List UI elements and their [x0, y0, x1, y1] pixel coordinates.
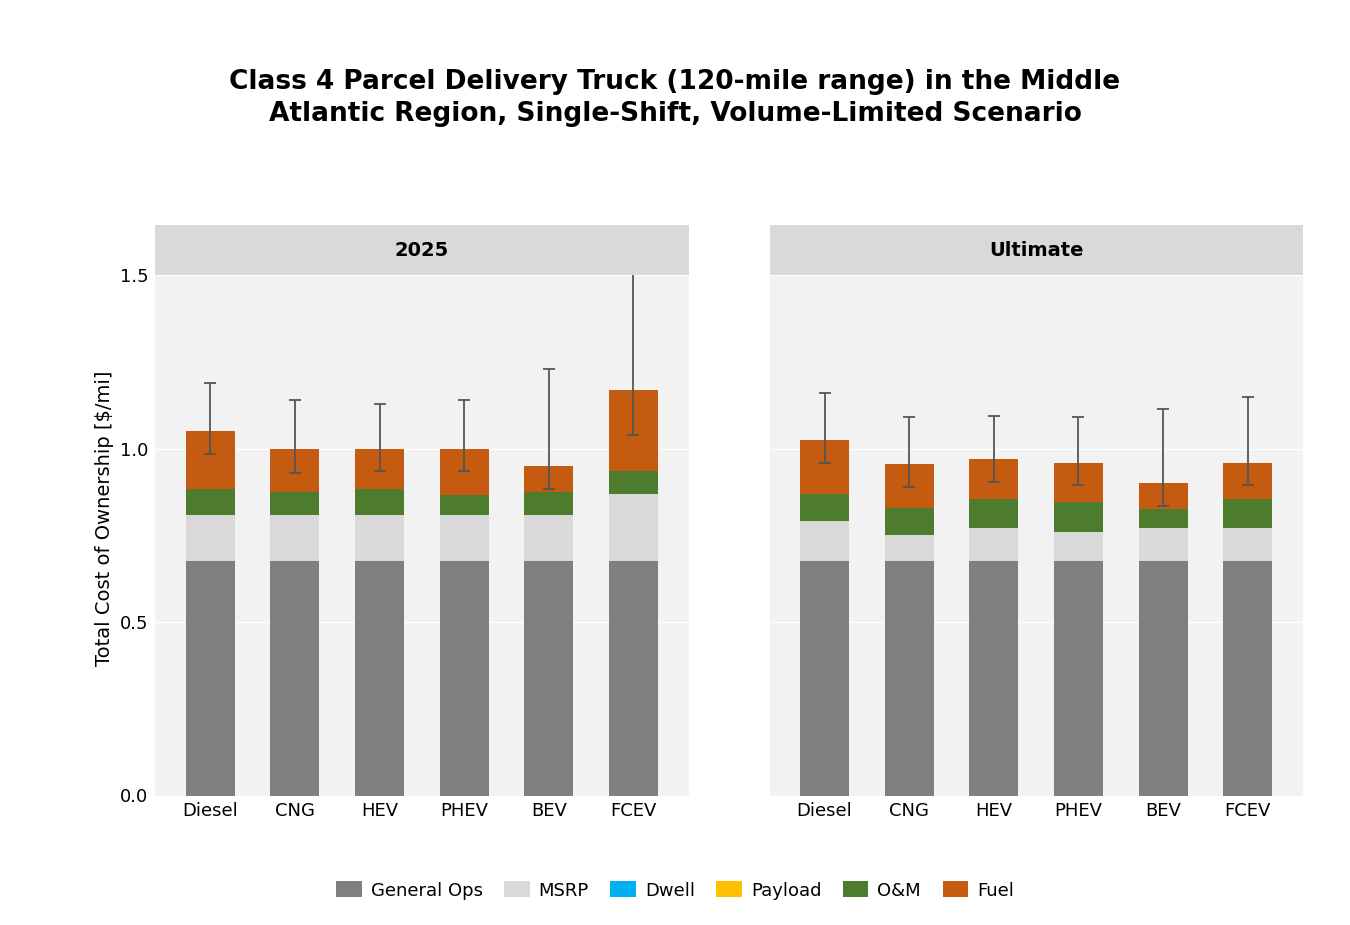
Bar	[1054, 561, 1103, 796]
Bar	[155, 225, 688, 276]
Bar	[355, 561, 404, 796]
Y-axis label: Total Cost of Ownership [$/mi]: Total Cost of Ownership [$/mi]	[95, 370, 115, 666]
Bar	[1138, 483, 1188, 510]
Text: Class 4 Parcel Delivery Truck (120-mile range) in the Middle
Atlantic Region, Si: Class 4 Parcel Delivery Truck (120-mile …	[230, 69, 1120, 128]
Bar	[1223, 561, 1272, 796]
Bar	[1138, 528, 1188, 561]
Bar	[609, 471, 657, 494]
Bar	[440, 496, 489, 514]
Bar	[524, 492, 574, 514]
Bar	[769, 225, 1303, 276]
Text: Ultimate: Ultimate	[988, 240, 1083, 260]
Bar	[186, 488, 235, 514]
Legend: General Ops, MSRP, Dwell, Payload, O&M, Fuel: General Ops, MSRP, Dwell, Payload, O&M, …	[329, 874, 1021, 906]
Bar	[884, 508, 934, 536]
Bar	[801, 494, 849, 522]
Bar	[609, 389, 657, 471]
Bar	[801, 561, 849, 796]
Bar	[1054, 502, 1103, 532]
Bar	[884, 561, 934, 796]
Bar	[355, 514, 404, 561]
Bar	[609, 561, 657, 796]
Bar	[355, 449, 404, 488]
Text: 2025: 2025	[394, 240, 450, 260]
Bar	[270, 492, 320, 514]
Bar	[186, 514, 235, 561]
Bar	[355, 488, 404, 514]
Bar	[524, 514, 574, 561]
Bar	[801, 522, 849, 561]
Bar	[1054, 462, 1103, 502]
Bar	[440, 514, 489, 561]
Bar	[969, 561, 1018, 796]
Bar	[1223, 499, 1272, 528]
Bar	[1138, 510, 1188, 528]
Bar	[609, 494, 657, 561]
Bar	[270, 514, 320, 561]
Bar	[969, 499, 1018, 528]
Bar	[1223, 462, 1272, 499]
Bar	[270, 561, 320, 796]
Bar	[186, 561, 235, 796]
Bar	[884, 464, 934, 508]
Bar	[1054, 532, 1103, 561]
Bar	[801, 440, 849, 494]
Bar	[969, 528, 1018, 561]
Bar	[1138, 561, 1188, 796]
Bar	[884, 536, 934, 561]
Bar	[270, 449, 320, 492]
Bar	[186, 431, 235, 488]
Bar	[524, 466, 574, 492]
Bar	[440, 449, 489, 496]
Bar	[969, 459, 1018, 499]
Bar	[1223, 528, 1272, 561]
Bar	[524, 561, 574, 796]
Bar	[440, 561, 489, 796]
